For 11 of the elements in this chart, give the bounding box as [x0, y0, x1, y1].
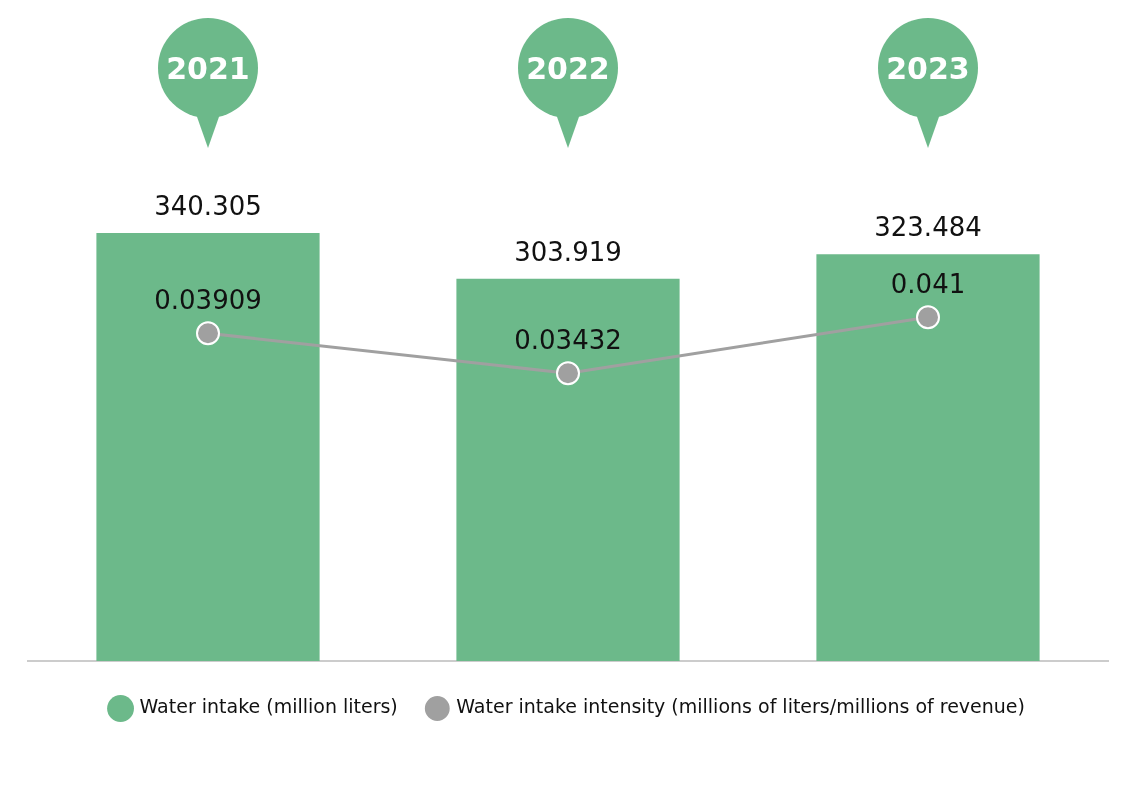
legend-label: Water intake intensity (millions of liters/millions of revenue)	[456, 695, 1025, 718]
data-label: 323.484	[874, 211, 982, 242]
data-label: 0.03432	[514, 325, 622, 356]
legend-label: Water intake (million liters)	[139, 695, 398, 718]
x-tick-label: 2021	[165, 51, 251, 86]
x-tick-label: 2022	[525, 51, 611, 86]
data-label: 0.03909	[154, 285, 262, 316]
data-label: 303.919	[514, 236, 622, 267]
data-label: 0.041	[890, 269, 966, 300]
data-label: 340.305	[154, 190, 262, 221]
x-tick-label: 2023	[885, 51, 971, 86]
